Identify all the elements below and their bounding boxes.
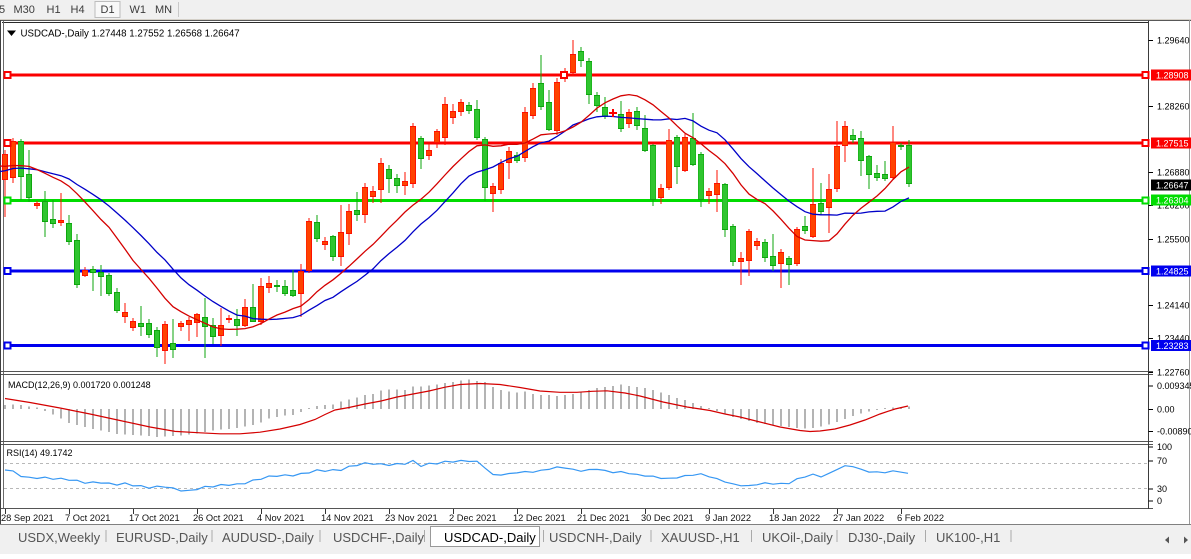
svg-text:70: 70 — [1157, 456, 1167, 466]
svg-text:DJ30-,Daily: DJ30-,Daily — [848, 530, 916, 545]
svg-text:0.009345: 0.009345 — [1157, 381, 1191, 391]
svg-text:EURUSD-,Daily: EURUSD-,Daily — [116, 530, 208, 545]
svg-text:27 Jan 2022: 27 Jan 2022 — [833, 513, 884, 523]
svg-text:W1: W1 — [130, 4, 147, 16]
svg-text:9 Jan 2022: 9 Jan 2022 — [705, 513, 751, 523]
svg-text:1.22760: 1.22760 — [1157, 368, 1190, 378]
svg-text:UKOil-,Daily: UKOil-,Daily — [762, 530, 833, 545]
svg-text:D1: D1 — [101, 4, 115, 16]
svg-text:4 Nov 2021: 4 Nov 2021 — [257, 513, 305, 523]
svg-text:AUDUSD-,Daily: AUDUSD-,Daily — [222, 530, 314, 545]
svg-text:USDCAD-,Daily 1.27448 1.27552: USDCAD-,Daily 1.27448 1.27552 1.26568 1.… — [21, 29, 240, 40]
svg-text:23 Nov 2021: 23 Nov 2021 — [385, 513, 438, 523]
svg-text:H4: H4 — [71, 4, 85, 16]
svg-text:USDCNH-,Daily: USDCNH-,Daily — [549, 530, 642, 545]
svg-text:1.26647: 1.26647 — [1156, 181, 1189, 191]
svg-text:-0.008903: -0.008903 — [1157, 427, 1191, 437]
svg-text:0: 0 — [1157, 496, 1162, 506]
svg-text:6 Feb 2022: 6 Feb 2022 — [897, 513, 944, 523]
svg-text:H1: H1 — [47, 4, 61, 16]
svg-text:1.23440: 1.23440 — [1157, 334, 1190, 344]
svg-text:1.26304: 1.26304 — [1156, 196, 1189, 206]
svg-text:1.28908: 1.28908 — [1156, 71, 1189, 81]
svg-text:30 Dec 2021: 30 Dec 2021 — [641, 513, 694, 523]
svg-text:1.24140: 1.24140 — [1157, 301, 1190, 311]
svg-text:12 Dec 2021: 12 Dec 2021 — [513, 513, 566, 523]
svg-text:USDCAD-,Daily: USDCAD-,Daily — [444, 530, 536, 545]
svg-text:MN: MN — [155, 4, 172, 16]
svg-text:5: 5 — [0, 4, 5, 16]
svg-text:2 Dec 2021: 2 Dec 2021 — [449, 513, 497, 523]
svg-text:USDCHF-,Daily: USDCHF-,Daily — [333, 530, 425, 545]
svg-text:0.00: 0.00 — [1157, 405, 1175, 415]
svg-text:RSI(14) 49.1742: RSI(14) 49.1742 — [7, 448, 73, 458]
svg-text:100: 100 — [1157, 442, 1172, 452]
svg-text:1.23283: 1.23283 — [1156, 341, 1189, 351]
svg-text:7 Oct 2021: 7 Oct 2021 — [65, 513, 110, 523]
svg-text:1.28260: 1.28260 — [1157, 102, 1190, 112]
svg-text:18 Jan 2022: 18 Jan 2022 — [769, 513, 820, 523]
svg-text:17 Oct 2021: 17 Oct 2021 — [129, 513, 180, 523]
svg-text:21 Dec 2021: 21 Dec 2021 — [577, 513, 630, 523]
svg-text:USDX,Weekly: USDX,Weekly — [18, 530, 101, 545]
svg-text:1.26880: 1.26880 — [1157, 168, 1190, 178]
svg-text:M30: M30 — [14, 4, 35, 16]
svg-text:1.29640: 1.29640 — [1157, 36, 1190, 46]
svg-text:UK100-,H1: UK100-,H1 — [936, 530, 1000, 545]
svg-text:XAUUSD-,H1: XAUUSD-,H1 — [661, 530, 740, 545]
svg-text:14 Nov 2021: 14 Nov 2021 — [321, 513, 374, 523]
svg-text:1.24825: 1.24825 — [1156, 267, 1189, 277]
svg-text:26 Oct 2021: 26 Oct 2021 — [193, 513, 244, 523]
svg-text:1.25500: 1.25500 — [1157, 235, 1190, 245]
svg-text:28 Sep 2021: 28 Sep 2021 — [1, 513, 54, 523]
svg-text:30: 30 — [1157, 484, 1167, 494]
svg-text:1.27515: 1.27515 — [1156, 139, 1189, 149]
svg-text:MACD(12,26,9) 0.001720 0.00124: MACD(12,26,9) 0.001720 0.001248 — [8, 380, 151, 390]
